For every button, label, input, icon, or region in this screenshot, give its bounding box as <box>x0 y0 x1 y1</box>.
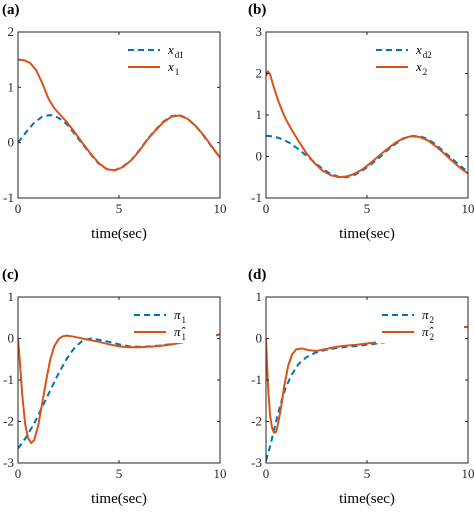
legend: π1π̂1 <box>128 303 216 343</box>
x-tick-label: 10 <box>214 466 227 481</box>
legend-entry: xd1 <box>167 42 184 60</box>
x-tick-label: 5 <box>364 466 371 481</box>
legend-entry: x1 <box>167 59 179 77</box>
y-tick-label: -2 <box>3 414 14 429</box>
legend: π2π̂2 <box>376 303 464 343</box>
x-tick-label: 10 <box>214 201 227 216</box>
series-line-actual <box>18 58 220 172</box>
x-tick-label: 10 <box>462 201 474 216</box>
y-tick-label: 1 <box>256 107 263 122</box>
series-line-reference <box>266 134 468 179</box>
x-tick-label: 0 <box>263 466 270 481</box>
y-tick-label: -3 <box>3 455 14 470</box>
x-tick-label: 5 <box>364 201 371 216</box>
legend-entry: π̂2 <box>422 324 434 342</box>
y-tick-label: -2 <box>251 414 262 429</box>
x-tick-label: 0 <box>15 201 22 216</box>
series-group <box>266 325 468 462</box>
x-tick-label: 5 <box>116 201 123 216</box>
panel-label: (c) <box>2 267 19 283</box>
y-tick-label: 0 <box>256 331 263 346</box>
legend-entry: π̂1 <box>174 324 186 342</box>
y-tick-label: -3 <box>251 455 262 470</box>
legend-entry: xd2 <box>415 42 432 60</box>
x-tick-label: 10 <box>462 466 474 481</box>
y-tick-label: 2 <box>8 24 15 39</box>
y-tick-label: -1 <box>251 372 262 387</box>
x-tick-label: 5 <box>116 466 123 481</box>
series-group <box>18 58 220 172</box>
series-line-reference <box>18 114 220 172</box>
series-group <box>18 333 220 450</box>
x-tick-label: 0 <box>263 201 270 216</box>
x-tick-label: 0 <box>15 466 22 481</box>
legend-entry: π2 <box>422 307 434 325</box>
y-tick-label: -1 <box>3 190 14 205</box>
y-tick-label: 1 <box>256 289 263 304</box>
series-line-reference <box>18 333 220 450</box>
y-tick-label: 1 <box>8 289 15 304</box>
y-tick-label: 3 <box>256 24 263 39</box>
y-tick-label: 0 <box>256 149 263 164</box>
x-axis-label: time(sec) <box>91 226 147 242</box>
y-tick-label: 0 <box>8 331 15 346</box>
x-axis-label: time(sec) <box>91 491 147 507</box>
x-axis-label: time(sec) <box>339 226 395 242</box>
y-tick-label: 2 <box>256 66 263 81</box>
y-tick-label: -1 <box>3 372 14 387</box>
series-group <box>266 70 468 179</box>
panel-label: (a) <box>2 2 20 18</box>
y-tick-label: -1 <box>251 190 262 205</box>
series-line-actual <box>266 70 468 179</box>
series-line-actual <box>18 333 220 445</box>
series-line-reference <box>266 325 468 462</box>
legend-entry: π1 <box>174 307 186 325</box>
y-tick-label: 1 <box>8 79 15 94</box>
y-tick-label: 0 <box>8 135 15 150</box>
panel-label: (d) <box>248 267 266 283</box>
x-axis-label: time(sec) <box>339 491 395 507</box>
legend-entry: x2 <box>415 59 427 77</box>
panel-label: (b) <box>248 2 266 18</box>
